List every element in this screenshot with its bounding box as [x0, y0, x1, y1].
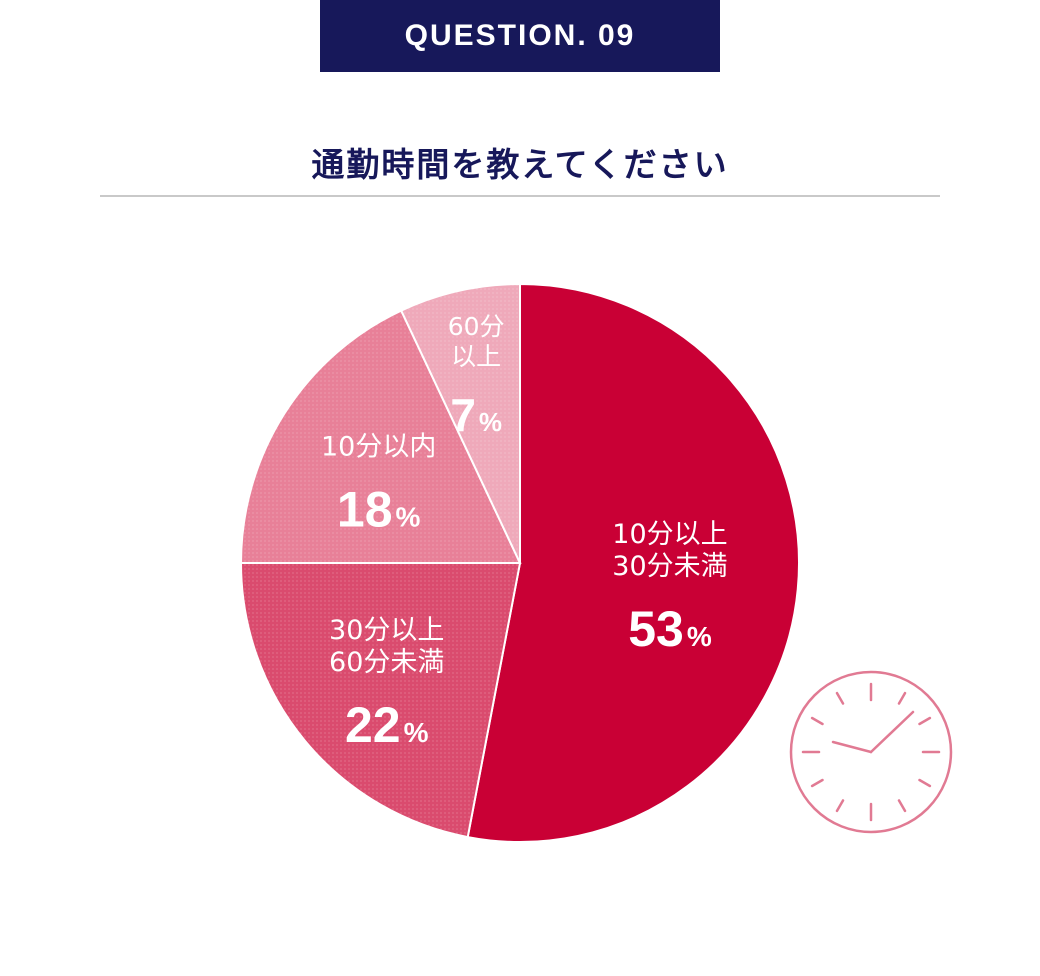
clock-tick: [810, 778, 824, 788]
page-title: 通勤時間を教えてください: [311, 145, 729, 184]
clock-face: [789, 670, 953, 834]
pie-slice-1: [466, 282, 800, 843]
title-divider: [100, 195, 940, 197]
slice-value-label: 18%: [337, 481, 421, 537]
clock-tick: [835, 799, 845, 813]
clock-tick: [897, 799, 907, 813]
question-badge: QUESTION. 09: [320, 0, 720, 72]
slice-label-line: 以上: [451, 342, 501, 371]
slice-label-line: 60分: [448, 312, 505, 341]
pie-slice-texture-4: [401, 284, 520, 563]
slice-value-label: 22%: [345, 697, 429, 753]
clock-tick: [897, 691, 907, 705]
slice-label-line: 30分以上: [329, 615, 444, 646]
slice-value-label: 53%: [628, 601, 712, 657]
pie-slices: [239, 282, 800, 843]
slice-label-line: 30分未満: [612, 551, 727, 582]
clock-tick: [918, 778, 932, 788]
pie-slice-texture-2: [241, 563, 520, 838]
slice-label-line: 60分未満: [329, 647, 444, 678]
clock-tick: [918, 716, 932, 726]
clock-minute-hand: [869, 710, 915, 754]
slice-label-group-3: 10分以内 18%: [321, 431, 436, 537]
question-label: QUESTION. 09: [404, 19, 636, 52]
clock-icon: [789, 670, 953, 834]
clock-tick: [810, 716, 824, 726]
clock-tick: [835, 691, 845, 705]
slice-label-line: 10分以内: [321, 431, 436, 462]
pie-slice-texture-3: [241, 310, 520, 563]
slice-value-label: 7%: [450, 389, 502, 441]
slice-label-line: 10分以上: [612, 519, 727, 550]
clock-hour-hand: [831, 740, 873, 754]
